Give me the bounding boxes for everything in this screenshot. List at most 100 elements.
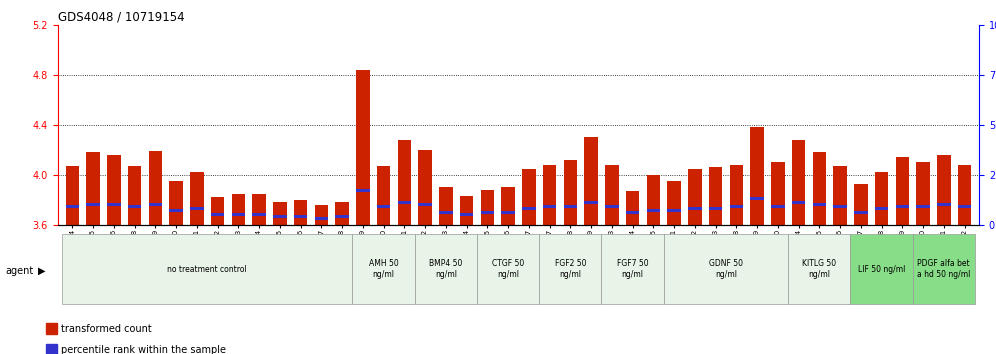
FancyBboxPatch shape bbox=[788, 234, 851, 304]
Bar bbox=[294, 200, 308, 225]
Bar bbox=[252, 213, 266, 216]
Bar bbox=[211, 197, 224, 225]
FancyBboxPatch shape bbox=[663, 234, 788, 304]
Bar bbox=[418, 150, 432, 225]
Bar bbox=[148, 203, 162, 206]
Bar bbox=[190, 172, 203, 225]
Bar bbox=[46, 344, 57, 354]
Bar bbox=[834, 205, 847, 209]
Bar bbox=[169, 181, 183, 225]
FancyBboxPatch shape bbox=[539, 234, 602, 304]
Bar bbox=[625, 211, 639, 215]
FancyBboxPatch shape bbox=[477, 234, 539, 304]
Bar bbox=[625, 191, 639, 225]
FancyBboxPatch shape bbox=[353, 234, 414, 304]
Bar bbox=[585, 137, 598, 225]
Bar bbox=[688, 169, 701, 225]
Bar bbox=[813, 203, 826, 206]
Text: no treatment control: no treatment control bbox=[167, 264, 247, 274]
Bar bbox=[522, 169, 536, 225]
Bar bbox=[813, 152, 826, 225]
Bar bbox=[231, 213, 245, 216]
Bar bbox=[336, 202, 349, 225]
Bar bbox=[315, 205, 328, 225]
Bar bbox=[439, 187, 452, 225]
Bar bbox=[169, 209, 183, 212]
Bar bbox=[418, 203, 432, 206]
Text: AMH 50
ng/ml: AMH 50 ng/ml bbox=[369, 259, 398, 279]
Bar bbox=[958, 205, 971, 209]
Bar bbox=[771, 162, 785, 225]
Text: percentile rank within the sample: percentile rank within the sample bbox=[61, 345, 226, 354]
Bar bbox=[252, 194, 266, 225]
Text: ▶: ▶ bbox=[38, 266, 46, 276]
Bar bbox=[127, 205, 141, 209]
Bar bbox=[501, 211, 515, 215]
Bar bbox=[543, 165, 557, 225]
Text: GDS4048 / 10719154: GDS4048 / 10719154 bbox=[58, 11, 184, 24]
Bar bbox=[834, 166, 847, 225]
Bar bbox=[356, 70, 370, 225]
Bar bbox=[273, 215, 287, 218]
Bar bbox=[792, 201, 806, 204]
Bar bbox=[336, 215, 349, 218]
Bar bbox=[46, 323, 57, 333]
Bar bbox=[937, 155, 950, 225]
Bar bbox=[667, 209, 681, 212]
Bar bbox=[522, 207, 536, 210]
Bar bbox=[148, 151, 162, 225]
Bar bbox=[667, 181, 681, 225]
Bar bbox=[585, 201, 598, 204]
Bar bbox=[397, 201, 411, 204]
Text: FGF2 50
ng/ml: FGF2 50 ng/ml bbox=[555, 259, 586, 279]
Bar bbox=[709, 167, 722, 225]
Bar bbox=[564, 160, 577, 225]
Bar bbox=[480, 190, 494, 225]
Bar bbox=[127, 166, 141, 225]
FancyBboxPatch shape bbox=[851, 234, 912, 304]
Bar bbox=[439, 211, 452, 215]
Bar bbox=[874, 172, 888, 225]
Bar bbox=[916, 205, 930, 209]
Bar bbox=[294, 215, 308, 218]
Bar bbox=[376, 205, 390, 209]
Bar bbox=[605, 205, 619, 209]
Bar bbox=[750, 127, 764, 225]
Bar bbox=[190, 207, 203, 210]
Bar bbox=[895, 157, 909, 225]
Bar bbox=[729, 205, 743, 209]
FancyBboxPatch shape bbox=[62, 234, 353, 304]
Bar bbox=[501, 187, 515, 225]
Bar bbox=[211, 213, 224, 216]
Bar bbox=[66, 166, 79, 225]
FancyBboxPatch shape bbox=[602, 234, 663, 304]
Bar bbox=[107, 155, 121, 225]
Bar bbox=[564, 205, 577, 209]
Bar bbox=[895, 205, 909, 209]
Text: LIF 50 ng/ml: LIF 50 ng/ml bbox=[858, 264, 905, 274]
Bar bbox=[937, 203, 950, 206]
FancyBboxPatch shape bbox=[912, 234, 975, 304]
Bar bbox=[87, 203, 100, 206]
Bar bbox=[854, 183, 868, 225]
Bar bbox=[958, 165, 971, 225]
Bar bbox=[66, 205, 79, 209]
Bar bbox=[792, 140, 806, 225]
Bar bbox=[460, 196, 473, 225]
FancyBboxPatch shape bbox=[414, 234, 477, 304]
Bar bbox=[397, 140, 411, 225]
Bar bbox=[688, 207, 701, 210]
Bar bbox=[231, 194, 245, 225]
Bar bbox=[709, 207, 722, 210]
Bar bbox=[107, 203, 121, 206]
Bar bbox=[916, 162, 930, 225]
Bar bbox=[874, 207, 888, 210]
Bar bbox=[646, 209, 660, 212]
Text: PDGF alfa bet
a hd 50 ng/ml: PDGF alfa bet a hd 50 ng/ml bbox=[917, 259, 970, 279]
Bar bbox=[315, 217, 328, 220]
Text: agent: agent bbox=[5, 266, 33, 276]
Bar bbox=[356, 189, 370, 192]
Bar bbox=[376, 166, 390, 225]
Text: transformed count: transformed count bbox=[61, 324, 151, 333]
Bar bbox=[460, 213, 473, 216]
